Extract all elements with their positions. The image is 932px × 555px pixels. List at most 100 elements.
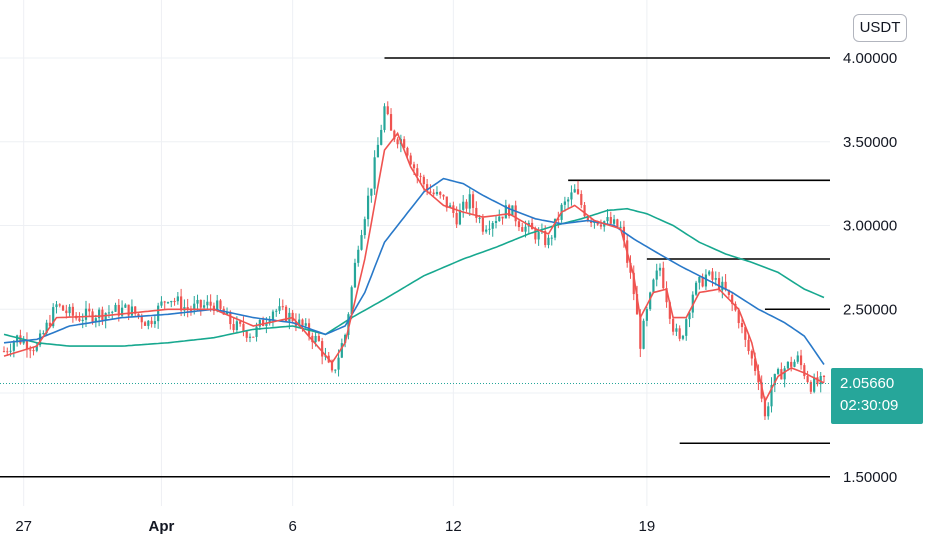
candle-body [160,301,163,306]
candle-body [776,369,780,374]
candle-body [209,301,212,306]
candle-body [143,322,147,326]
candle-body [278,306,281,311]
candle-body [737,310,740,324]
candle-body [196,299,199,304]
candle-body [350,287,353,315]
candle-body [672,318,675,332]
time-tick-label: 27 [15,518,32,535]
candle-body [396,139,399,145]
candle-body [796,355,799,362]
candle-body [786,361,790,369]
candle-body [117,304,120,316]
candle-body [353,262,357,288]
candle-body [708,271,711,275]
candle-body [698,277,701,283]
last-price-value: 2.05660 [840,375,895,392]
candle-body [412,164,416,169]
candle-body [642,320,645,349]
candle-body [32,350,35,352]
currency-label: USDT [859,19,901,36]
candle-body [61,305,65,311]
time-tick-label: 12 [445,518,462,535]
candle-body [481,217,484,232]
candle-body [711,271,714,280]
candle-body [662,267,665,289]
candle-body [822,376,826,378]
candle-body [340,343,343,358]
candle-body [265,323,268,326]
candle-body [176,296,179,302]
candle-body [744,327,747,340]
candle-body [114,304,117,312]
candle-body [727,289,730,295]
candle-body [193,303,196,310]
candle-body [393,130,396,140]
candle-body [488,228,491,230]
ema-fast-line [3,131,825,404]
candle-body [124,304,127,308]
time-axis[interactable]: 27 Apr 6 12 19 [15,518,655,535]
candle-body [157,305,160,322]
candle-body [652,279,655,293]
candle-body [576,189,580,194]
grid [0,0,830,506]
candle-body [271,311,275,321]
candle-body [609,217,612,224]
candle-body [622,226,626,241]
candle-body [147,320,150,326]
candle-body [471,194,475,208]
candle-body [770,385,773,407]
candle-body [88,308,91,312]
candle-body [344,334,347,344]
candle-body [314,335,317,343]
candle-body [445,196,448,208]
currency-button[interactable]: USDT [853,14,907,42]
candle-body [508,205,511,217]
candle-body [373,157,376,189]
candle-body [619,226,622,228]
candle-body [767,406,770,417]
candle-body [563,201,566,205]
candle-body [42,333,45,335]
candle-body [9,350,12,352]
candle-body [304,323,307,326]
candle-body [731,294,734,304]
candle-body [760,382,763,399]
candle-body [111,311,114,313]
candle-body [665,288,668,303]
candle-body [521,227,524,232]
candle-body [229,311,232,325]
candle-body [432,192,435,195]
candle-body [809,382,812,392]
candle-body [498,216,501,222]
candle-body [386,106,389,115]
candle-body [258,319,261,327]
candle-body [347,314,350,335]
candle-body [419,175,422,177]
candle-body [485,229,488,232]
candle-body [783,368,786,380]
candle-body [232,324,235,331]
candle-body [245,331,248,338]
candle-body [773,373,776,386]
candle-body [816,377,819,385]
candle-body [790,361,793,367]
candle-body [252,336,255,338]
candle-body [439,191,442,195]
candle-body [429,191,432,193]
price-axis[interactable]: 4.00000 3.50000 3.00000 2.50000 1.50000 [843,50,897,486]
candle-body [537,232,540,240]
candle-body [55,304,58,308]
candle-body [819,376,822,385]
candlesticks [2,101,826,421]
candle-body [130,306,134,316]
candle-body [189,309,193,311]
candle-body [134,306,137,314]
candle-body [799,355,803,366]
candle-body [409,155,412,165]
candle-body [186,307,189,310]
candle-body [426,184,429,192]
